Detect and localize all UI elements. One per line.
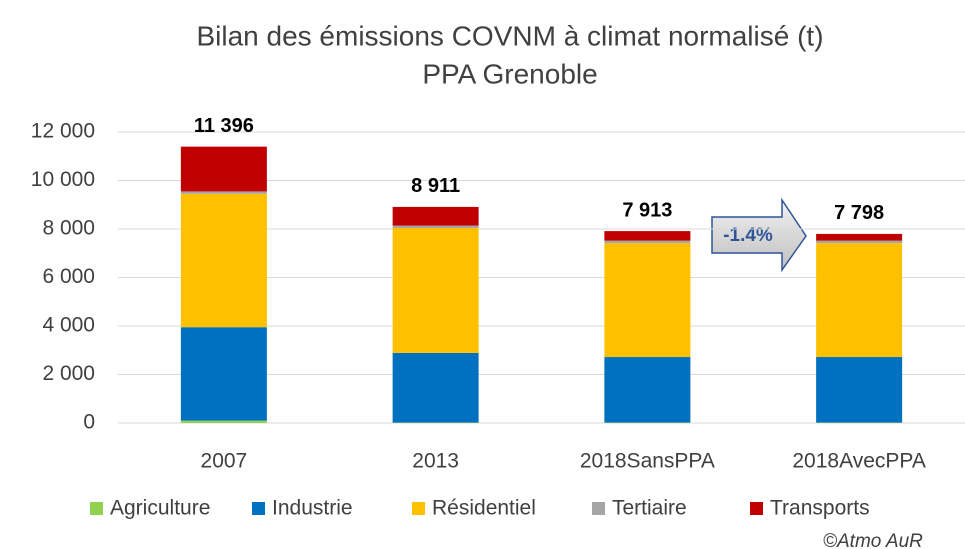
legend-swatch	[412, 502, 425, 515]
bar-segment	[604, 243, 691, 358]
bar-segment	[816, 357, 903, 423]
chart-title: Bilan des émissions COVNM à climat norma…	[196, 20, 823, 51]
bar-segment	[180, 146, 267, 192]
bar-segment	[392, 225, 479, 229]
bar-segment	[392, 352, 479, 423]
legend-label: Industrie	[272, 497, 353, 520]
total-label: 8 911	[411, 175, 460, 197]
bar-segment	[604, 240, 691, 244]
y-tick-label: 12 000	[31, 120, 95, 143]
total-label: 7 913	[622, 199, 672, 221]
y-tick-label: 2 000	[42, 362, 95, 385]
legend-swatch	[90, 502, 103, 515]
arrow	[711, 197, 807, 273]
y-tick-label: 4 000	[42, 314, 95, 337]
legend-label: Transports	[770, 497, 870, 520]
y-tick-label: 10 000	[31, 168, 95, 191]
bar-segment	[180, 193, 267, 328]
bar-segment	[180, 420, 267, 423]
legend-swatch	[252, 502, 265, 515]
total-label: 7 798	[834, 202, 884, 224]
legend-swatch	[592, 502, 605, 515]
legend-label: Tertiaire	[612, 497, 687, 520]
bar-segment	[816, 240, 903, 244]
y-tick-label: 8 000	[42, 217, 95, 240]
legend-label: Agriculture	[110, 497, 210, 520]
bar-segment	[180, 327, 267, 421]
bar-segment	[392, 228, 479, 353]
annotation: -1.4%	[723, 225, 773, 246]
total-label: 11 396	[194, 115, 254, 137]
y-tick-label: 6 000	[42, 265, 95, 288]
x-tick-label: 2007	[201, 450, 248, 473]
y-tick-label: 0	[83, 411, 95, 434]
x-tick-label: 2013	[412, 450, 459, 473]
bar-segment	[180, 191, 267, 194]
legend-label: Résidentiel	[432, 497, 536, 520]
bar-segment	[816, 233, 903, 241]
x-tick-label: 2018SansPPA	[580, 450, 715, 473]
x-tick-label: 2018AvecPPA	[792, 450, 926, 473]
chart-subtitle: PPA Grenoble	[422, 58, 597, 89]
bar-segment	[816, 243, 903, 358]
bar-segment	[604, 231, 691, 241]
source: ©Atmo AuR	[823, 531, 923, 549]
bar-segment	[604, 357, 691, 423]
legend-swatch	[750, 502, 763, 515]
bar-segment	[392, 206, 479, 226]
